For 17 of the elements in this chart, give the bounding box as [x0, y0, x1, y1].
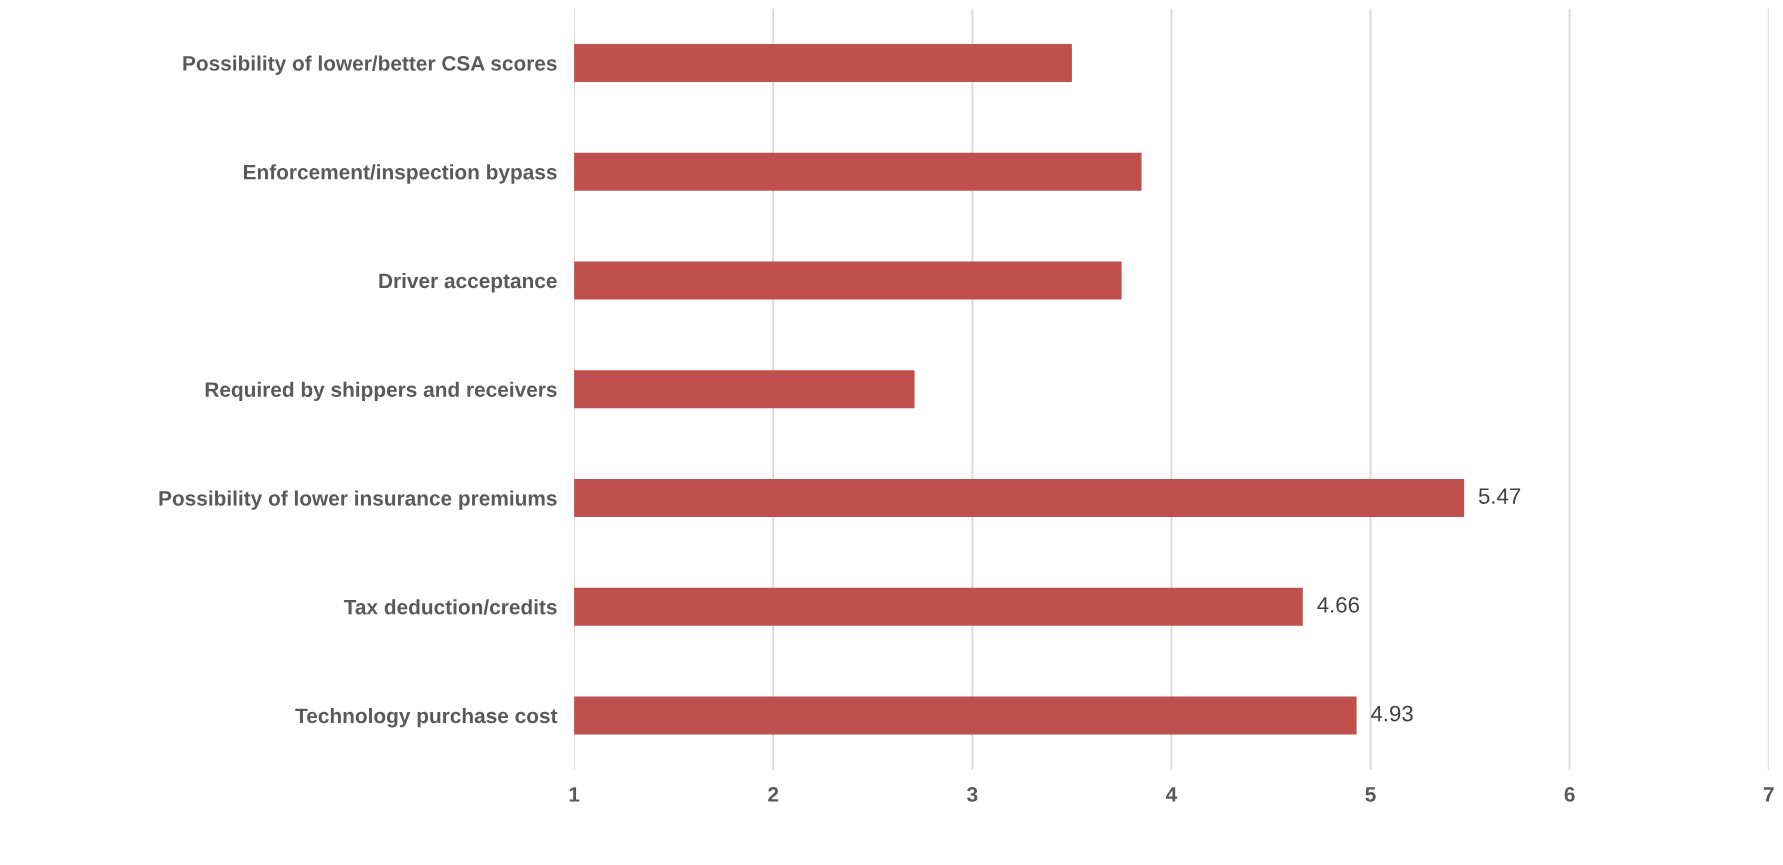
y-tick-label: Tax deduction/credits	[343, 599, 557, 615]
x-tick-label: 3	[967, 787, 978, 802]
x-tick-label: 5	[1365, 787, 1376, 802]
x-tick-label: 7	[1763, 787, 1774, 802]
x-tick-label: 6	[1564, 787, 1575, 802]
x-tick-label: 4	[1165, 787, 1178, 802]
data-label: 5.47	[1478, 488, 1521, 504]
data-label: 4.66	[1317, 596, 1359, 613]
x-tick-label: 1	[569, 787, 580, 802]
y-tick-label: Possibility of lower insurance premiums	[159, 490, 557, 510]
x-tick-label: 2	[768, 787, 779, 802]
y-tick-label: Technology purchase cost	[295, 707, 558, 728]
y-tick-label: Enforcement/inspection bypass	[243, 164, 557, 184]
y-tick-label: Possibility of lower/better CSA scores	[183, 55, 557, 75]
y-tick-label: Driver acceptance	[379, 272, 557, 293]
y-tick-label: Required by shippers and receivers	[205, 381, 557, 402]
data-label: 4.93	[1370, 705, 1413, 722]
